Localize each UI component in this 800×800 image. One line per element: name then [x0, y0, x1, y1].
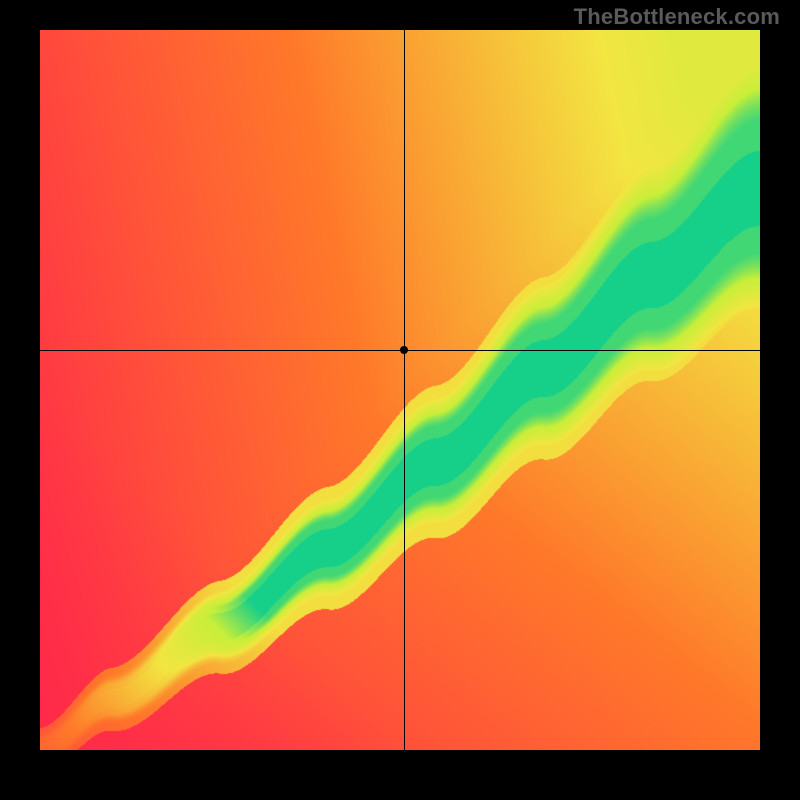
heatmap-canvas [40, 30, 760, 750]
chart-container: TheBottleneck.com [0, 0, 800, 800]
crosshair-vertical [404, 30, 405, 750]
crosshair-marker [400, 346, 408, 354]
heatmap-plot [40, 30, 760, 750]
watermark-text: TheBottleneck.com [574, 4, 780, 30]
